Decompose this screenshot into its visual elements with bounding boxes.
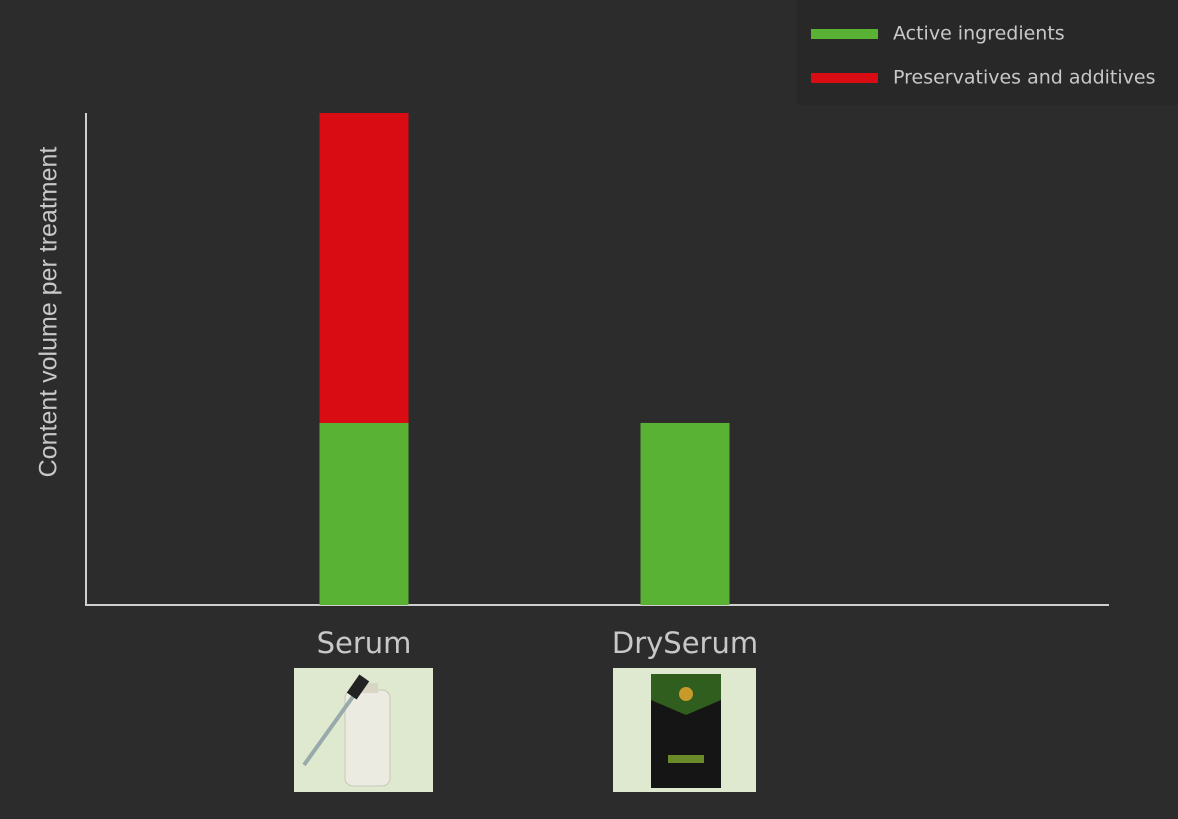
legend-swatch [811, 73, 878, 83]
legend-label: Active ingredients [893, 23, 1065, 45]
y-axis-label: Content volume per treatment [35, 147, 63, 478]
bar-segment [319, 113, 409, 423]
x-tick-label: Serum [317, 626, 412, 660]
bar-segment [319, 422, 409, 605]
bar-segment [640, 422, 730, 605]
legend-swatch [811, 29, 878, 39]
x-tick-label: DrySerum [612, 626, 758, 660]
dryserum-thumbnail [613, 668, 756, 792]
legend-box [797, 0, 1178, 105]
legend-label: Preservatives and additives [893, 67, 1155, 89]
serum-thumbnail [294, 668, 433, 792]
